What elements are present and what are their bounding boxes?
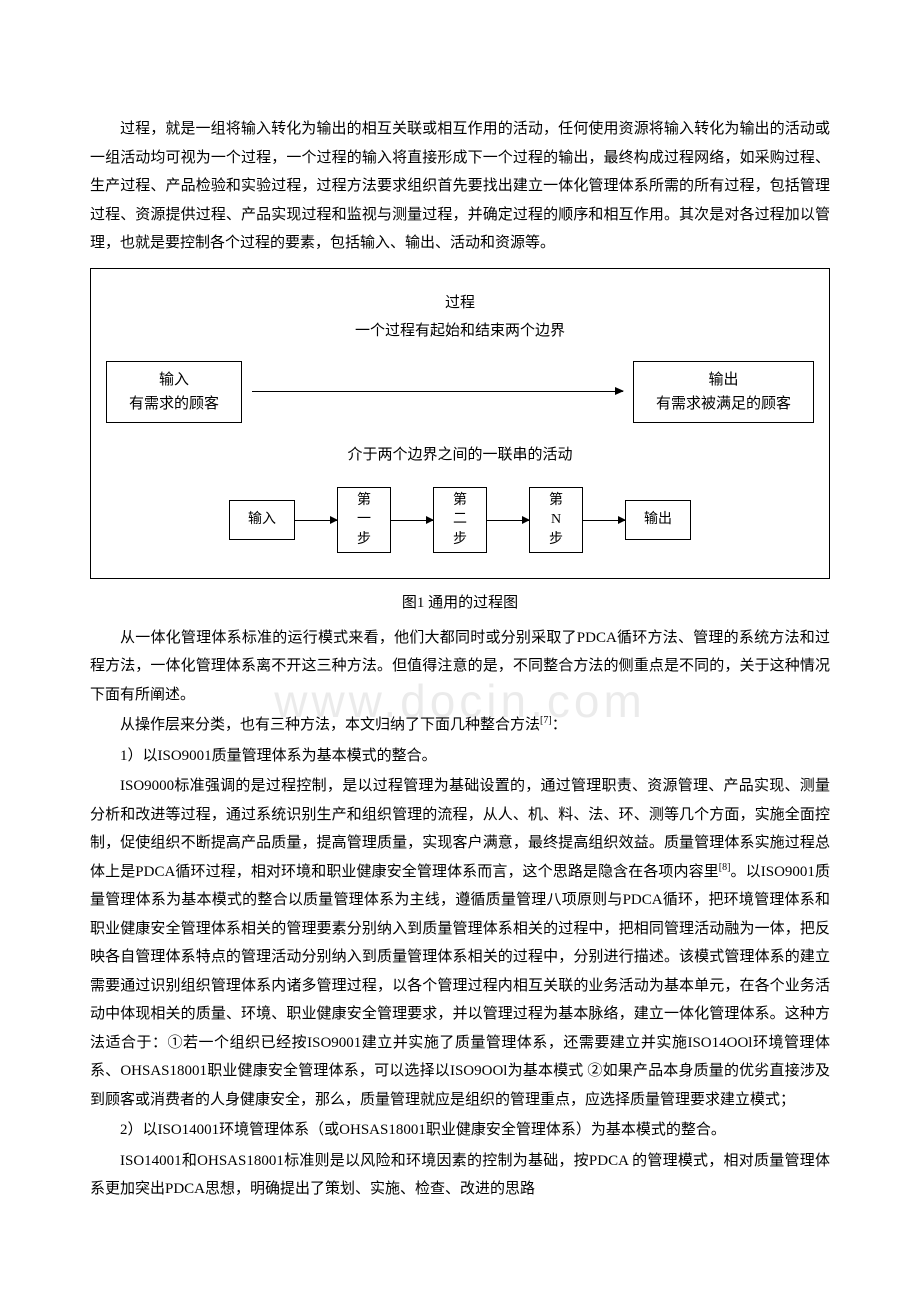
step-input-box: 输入 (229, 500, 295, 540)
steps-row: 输入 第一步 第二步 第N步 输出 (106, 487, 814, 553)
page-content: 过程，就是一组将输入转化为输出的相互关联或相互作用的活动，任何使用资源将输入转化… (90, 115, 830, 1204)
diagram-title: 过程 一个过程有起始和结束两个边界 (106, 289, 814, 346)
paragraph-5: ISO9000标准强调的是过程控制，是以过程管理为基础设置的，通过管理职责、资源… (90, 772, 830, 1114)
input-box-line2: 有需求的顾客 (129, 392, 219, 416)
output-box: 输出 有需求被满足的顾客 (633, 361, 814, 423)
p3-text: 从操作层来分类，也有三种方法，本文归纳了下面几种整合方法 (120, 717, 540, 733)
step-output-box: 输出 (625, 500, 691, 540)
step-1-box: 第一步 (337, 487, 391, 553)
output-box-line2: 有需求被满足的顾客 (656, 392, 791, 416)
paragraph-2: 从一体化管理体系标准的运行模式来看，他们大都同时或分别采取了PDCA循环方法、管… (90, 624, 830, 710)
input-box-line1: 输入 (129, 368, 219, 392)
step-2-box: 第二步 (433, 487, 487, 553)
paragraph-1: 过程，就是一组将输入转化为输出的相互关联或相互作用的活动，任何使用资源将输入转化… (90, 115, 830, 258)
step-n-box: 第N步 (529, 487, 583, 553)
p3-suffix: ： (552, 717, 567, 733)
paragraph-4: 1）以ISO9001质量管理体系为基本模式的整合。 (90, 742, 830, 771)
arrow-icon (295, 520, 337, 521)
arrow-icon (391, 520, 433, 521)
citation-7: [7] (540, 715, 552, 726)
p5-suffix: 。以ISO9001质量管理体系为基本模式的整合以质量管理体系为主线，遵循质量管理… (90, 864, 830, 1108)
process-diagram: 过程 一个过程有起始和结束两个边界 输入 有需求的顾客 输出 有需求被满足的顾客… (90, 268, 830, 580)
citation-8: [8] (719, 862, 731, 873)
diagram-title-line1: 过程 (106, 289, 814, 318)
output-box-line1: 输出 (656, 368, 791, 392)
paragraph-7: ISO14001和OHSAS18001标准则是以风险和环境因素的控制为基础，按P… (90, 1147, 830, 1204)
arrow-icon (487, 520, 529, 521)
diagram-title-line2: 一个过程有起始和结束两个边界 (106, 317, 814, 346)
diagram-middle-text: 介于两个边界之间的一联串的活动 (106, 441, 814, 470)
paragraph-6: 2）以ISO14001环境管理体系（或OHSAS18001职业健康安全管理体系）… (90, 1116, 830, 1145)
input-box: 输入 有需求的顾客 (106, 361, 242, 423)
io-row: 输入 有需求的顾客 输出 有需求被满足的顾客 (106, 361, 814, 423)
arrow-long-icon (252, 391, 623, 392)
arrow-icon (583, 520, 625, 521)
figure-caption: 图1 通用的过程图 (90, 589, 830, 618)
paragraph-3: 从操作层来分类，也有三种方法，本文归纳了下面几种整合方法[7]： (90, 711, 830, 740)
